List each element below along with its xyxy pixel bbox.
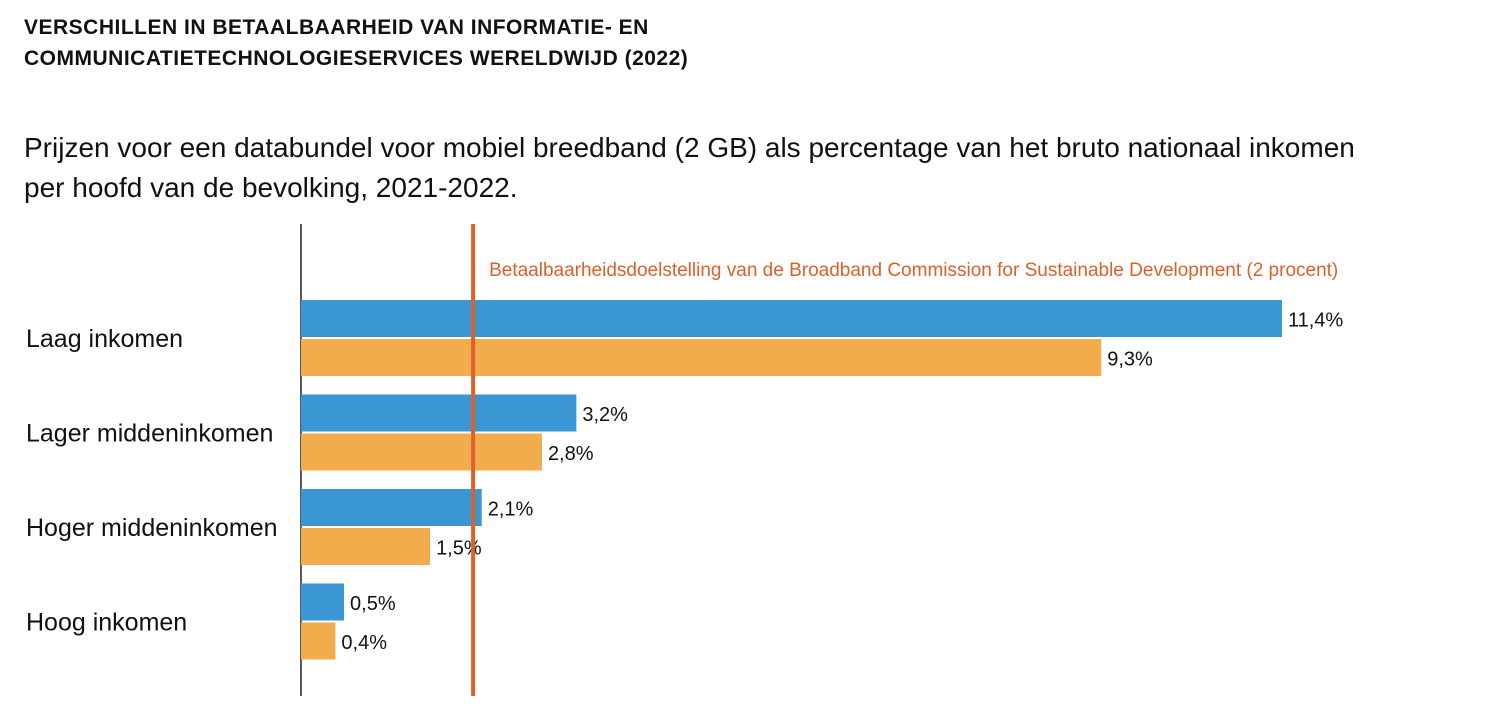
title-line-1: VERSCHILLEN IN BETAALBAARHEID VAN INFORM… — [24, 16, 649, 39]
title-line-2: COMMUNICATIETECHNOLOGIESERVICES WERELDWI… — [24, 47, 689, 70]
bar — [301, 622, 336, 660]
category-label: Hoog inkomen — [26, 609, 187, 637]
data-label: 11,4% — [1288, 310, 1343, 332]
data-label: 1,5% — [436, 538, 482, 560]
data-label: 2,8% — [548, 443, 594, 465]
data-label: 0,4% — [341, 632, 387, 654]
bar — [301, 433, 542, 471]
data-label: 9,3% — [1107, 349, 1153, 371]
bar — [301, 489, 482, 526]
chart-title: VERSCHILLEN IN BETAALBAARHEID VAN INFORM… — [24, 12, 688, 74]
chart-subtitle: Prijzen voor een databundel voor mobiel … — [24, 128, 1484, 208]
category-label: Laag inkomen — [26, 325, 183, 353]
data-label: 2,1% — [488, 499, 534, 521]
bar — [301, 583, 345, 621]
data-label: 3,2% — [582, 404, 628, 426]
subtitle-line-2: per hoofd van de bevolking, 2021-2022. — [24, 172, 518, 203]
category-label: Hoger middeninkomen — [26, 514, 278, 542]
bar — [301, 300, 1282, 337]
reference-line-label: Betaalbaarheidsdoelstelling van de Broad… — [489, 260, 1338, 281]
bar — [301, 394, 577, 432]
bar — [301, 339, 1102, 376]
category-label: Lager middeninkomen — [26, 420, 273, 448]
subtitle-line-1: Prijzen voor een databundel voor mobiel … — [24, 132, 1355, 163]
bar — [301, 528, 431, 565]
data-label: 0,5% — [350, 593, 396, 615]
